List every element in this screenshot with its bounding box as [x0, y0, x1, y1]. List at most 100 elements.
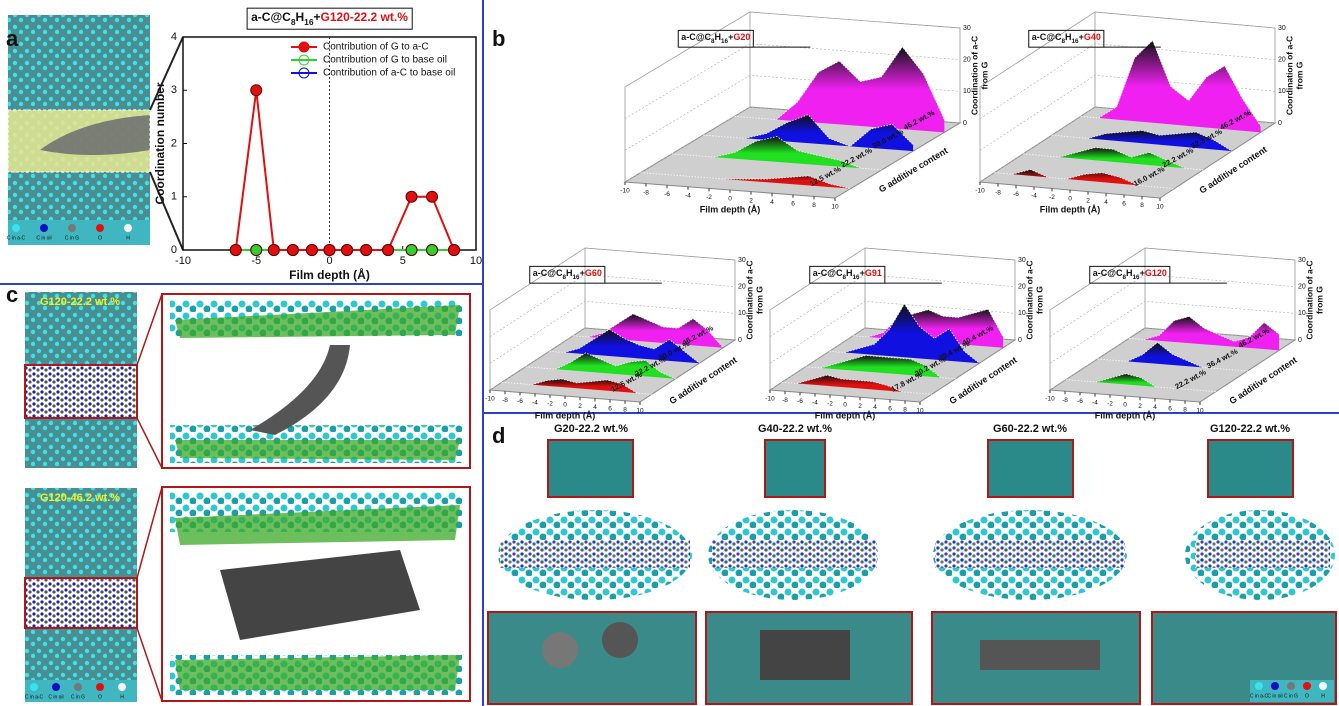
title-part: a-C@C — [251, 10, 291, 24]
x-tick-label: 6 — [608, 405, 612, 412]
atom-legend-label: C in oil — [1267, 693, 1282, 699]
chart-title: a-C@C8H16+G120-22.2 wt.% — [251, 10, 408, 27]
x-axis-label: Film depth (Å) — [289, 267, 370, 282]
x-tick-label: 0 — [843, 402, 847, 409]
y-axis-label: Coordination number — [153, 82, 167, 204]
snapshot-label: G20-22.2 wt.% — [554, 423, 628, 435]
atom-legend-dot — [52, 683, 60, 691]
x-tick-label: 2 — [1086, 197, 1090, 204]
atom-legend-dot — [96, 224, 104, 232]
z-axis-label: from G — [1034, 286, 1044, 314]
atom-legend-label: C in oil — [36, 235, 51, 241]
title-part: G20 — [733, 32, 750, 42]
chart-title: a-C@C8H16+G120 — [1093, 268, 1167, 281]
snapshot-label: G40-22.2 wt.% — [758, 423, 832, 435]
atom-legend-label: C in a-C — [25, 694, 44, 700]
x-tick-label: 10 — [916, 408, 924, 415]
x-axis-label: Film depth (Å) — [815, 410, 876, 420]
x-tick-label: 10 — [470, 255, 482, 267]
x-tick-label: -6 — [797, 398, 803, 405]
atom-legend-label: C in a-C — [1250, 693, 1269, 699]
page: {"panel_labels":{"a":"a","b":"b","c":"c"… — [0, 0, 1339, 706]
x-tick-label: -6 — [1013, 191, 1019, 198]
data-point — [306, 245, 317, 256]
chart-title: a-C@C8H16+G40 — [1032, 32, 1101, 45]
x-tick-label: 8 — [812, 202, 816, 209]
x-tick-label: 0 — [1068, 196, 1072, 203]
z-axis-label: Coordination of a-C — [1284, 36, 1294, 115]
title-part: a-C@C — [533, 268, 563, 278]
x-tick-label: -10 — [620, 188, 630, 195]
x-tick-label: -4 — [812, 399, 818, 406]
panel-label: d — [492, 423, 505, 448]
x-tick-label: -8 — [643, 189, 649, 196]
x-tick-label: 4 — [1104, 199, 1108, 206]
snapshot-label: G60-22.2 wt.% — [993, 423, 1067, 435]
title-part: + — [313, 10, 320, 24]
z-axis-label: Coordination of a-C — [969, 36, 979, 115]
atom-legend-label: H — [126, 235, 130, 241]
z-axis-label: from G — [1294, 61, 1304, 89]
atom-legend-dot — [40, 224, 48, 232]
legend-label: Contribution of a-C to base oil — [323, 68, 455, 79]
title-part: a-C@C — [1032, 32, 1062, 42]
data-point — [406, 245, 417, 256]
x-tick-label: 0 — [728, 196, 732, 203]
x-tick-label: 8 — [1140, 202, 1144, 209]
title-part: G60 — [585, 268, 602, 278]
data-point — [251, 245, 262, 256]
grid-line — [980, 12, 1275, 87]
z-axis-label: Coordination of a-C — [1024, 260, 1034, 339]
data-point — [449, 245, 460, 256]
x-tick-label: 10 — [1196, 408, 1204, 415]
x-tick-label: -6 — [664, 191, 670, 198]
x-tick-label: -4 — [1031, 193, 1037, 200]
atom-legend-dot — [30, 683, 38, 691]
x-axis-label: Film depth (Å) — [535, 410, 596, 420]
atom-legend-dot — [118, 683, 126, 691]
x-axis-label: Film depth (Å) — [700, 204, 761, 214]
x-tick-label: 8 — [1183, 407, 1187, 414]
z-tick-label: 30 — [963, 25, 971, 32]
x-tick-label: -8 — [1062, 397, 1068, 404]
panel-label: a — [6, 26, 19, 51]
atom-legend-dot — [1303, 682, 1311, 690]
atom-legend-label: C in G — [65, 235, 79, 241]
atom-legend-label: C in G — [1284, 693, 1298, 699]
x-tick-label: 0 — [563, 402, 567, 409]
atom-legend-label: C in oil — [48, 694, 63, 700]
x-tick-label: -8 — [995, 189, 1001, 196]
panel-label: b — [492, 26, 505, 51]
figure: a b c d G120-22.2 wt.% G120-46.2 wt.% G2… — [0, 0, 1339, 706]
title-part: G91 — [865, 268, 882, 278]
data-point — [287, 245, 298, 256]
title-part: a-C@C — [1093, 268, 1123, 278]
atom-legend-dot — [1271, 682, 1279, 690]
snapshot-label: G120-22.2 wt.% — [40, 296, 120, 308]
z-tick-label: 0 — [1278, 120, 1282, 127]
data-point — [342, 245, 353, 256]
x-tick-label: 10 — [636, 408, 644, 415]
data-point — [383, 245, 394, 256]
atom-legend-dot — [1255, 682, 1263, 690]
data-point — [427, 245, 438, 256]
z-tick-label: 0 — [1018, 337, 1022, 344]
atom-legend-label: O — [98, 235, 102, 241]
x-tick-label: -8 — [782, 397, 788, 404]
x-tick-label: -2 — [827, 401, 833, 408]
x-tick-label: 10 — [1156, 204, 1164, 211]
title-part: G120-22.2 wt.% — [321, 10, 409, 24]
title-part: 16 — [304, 17, 314, 27]
x-tick-label: -10 — [975, 188, 985, 195]
atom-legend-dot — [1319, 682, 1327, 690]
title-part: G120 — [1145, 268, 1167, 278]
snapshot-label: G120-46.2 wt.% — [40, 492, 120, 504]
panel-label: c — [6, 282, 18, 307]
x-tick-label: -6 — [1077, 398, 1083, 405]
x-tick-label: -2 — [547, 401, 553, 408]
z-axis-label: Coordination of a-C — [744, 260, 754, 339]
atom-legend-label: C in G — [71, 694, 85, 700]
title-part: G40 — [1084, 32, 1101, 42]
x-axis-label: Film depth (Å) — [1095, 410, 1156, 420]
x-tick-label: -6 — [517, 398, 523, 405]
